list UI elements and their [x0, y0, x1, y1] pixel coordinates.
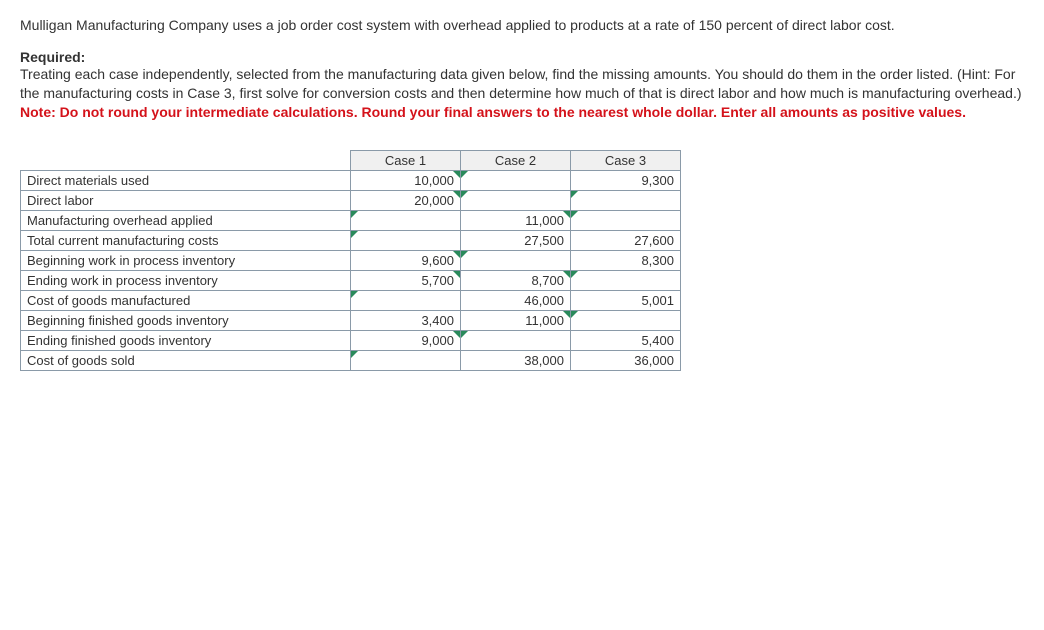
cell-input[interactable] [461, 250, 571, 270]
cell-input[interactable] [351, 230, 461, 250]
editable-marker-icon [563, 311, 570, 318]
required-section: Required: Treating each case independent… [20, 49, 1024, 122]
intro-text: Mulligan Manufacturing Company uses a jo… [20, 16, 1024, 35]
cell-value: 8,700 [531, 273, 564, 288]
editable-marker-icon [461, 251, 468, 258]
row-label: Beginning work in process inventory [21, 250, 351, 270]
cell-input[interactable]: 9,000 [351, 330, 461, 350]
cell-value: 5,001 [641, 293, 674, 308]
cell-value: 9,600 [421, 253, 454, 268]
cell-input[interactable]: 8,700 [461, 270, 571, 290]
row-label: Ending work in process inventory [21, 270, 351, 290]
cell-input[interactable]: 8,300 [571, 250, 681, 270]
table-row: Direct materials used 10,000 9,300 [21, 170, 681, 190]
header-case2: Case 2 [461, 150, 571, 170]
table-row: Ending work in process inventory 5,700 8,7… [21, 270, 681, 290]
cell-input[interactable] [461, 170, 571, 190]
editable-marker-icon [563, 271, 570, 278]
cell-input[interactable] [571, 190, 681, 210]
cell-input[interactable]: 36,000 [571, 350, 681, 370]
table-row: Cost of goods sold 38,000 36,000 [21, 350, 681, 370]
editable-marker-icon [453, 271, 460, 278]
required-body: Treating each case independently, select… [20, 65, 1024, 103]
row-label: Ending finished goods inventory [21, 330, 351, 350]
editable-marker-icon [563, 211, 570, 218]
row-label: Beginning finished goods inventory [21, 310, 351, 330]
cell-value: 10,000 [414, 173, 454, 188]
table-row: Total current manufacturing costs 27,500 2… [21, 230, 681, 250]
header-case3: Case 3 [571, 150, 681, 170]
cell-input[interactable] [461, 190, 571, 210]
editable-marker-icon [453, 171, 460, 178]
cell-input[interactable] [571, 270, 681, 290]
editable-marker-icon [351, 211, 358, 218]
cell-value: 9,300 [641, 173, 674, 188]
cost-table: Case 1 Case 2 Case 3 Direct materials us… [20, 150, 681, 371]
cell-value: 27,600 [634, 233, 674, 248]
row-label: Direct materials used [21, 170, 351, 190]
row-label: Cost of goods manufactured [21, 290, 351, 310]
cell-value: 36,000 [634, 353, 674, 368]
editable-marker-icon [351, 351, 358, 358]
cell-input[interactable]: 3,400 [351, 310, 461, 330]
cell-value: 8,300 [641, 253, 674, 268]
cell-input[interactable]: 9,300 [571, 170, 681, 190]
table-row: Beginning finished goods inventory 3,400 1… [21, 310, 681, 330]
cell-input[interactable] [461, 330, 571, 350]
cell-value: 38,000 [524, 353, 564, 368]
table-row: Cost of goods manufactured 46,000 5,001 [21, 290, 681, 310]
row-label: Total current manufacturing costs [21, 230, 351, 250]
editable-marker-icon [571, 211, 578, 218]
cell-value: 11,000 [525, 213, 564, 228]
editable-marker-icon [461, 171, 468, 178]
editable-marker-icon [461, 191, 468, 198]
cell-input[interactable]: 38,000 [461, 350, 571, 370]
cell-input[interactable]: 27,500 [461, 230, 571, 250]
editable-marker-icon [461, 331, 468, 338]
header-blank [21, 150, 351, 170]
table-row: Direct labor 20,000 [21, 190, 681, 210]
cell-input[interactable] [351, 290, 461, 310]
editable-marker-icon [453, 191, 460, 198]
cell-value: 27,500 [524, 233, 564, 248]
editable-marker-icon [453, 331, 460, 338]
table-row: Ending finished goods inventory 9,000 5,40… [21, 330, 681, 350]
cell-input[interactable]: 46,000 [461, 290, 571, 310]
editable-marker-icon [453, 251, 460, 258]
row-label: Direct labor [21, 190, 351, 210]
cell-input[interactable]: 5,400 [571, 330, 681, 350]
cell-input[interactable] [571, 310, 681, 330]
cell-input[interactable] [351, 210, 461, 230]
required-label: Required: [20, 49, 1024, 65]
cell-value: 3,400 [421, 313, 454, 328]
cell-value: 9,000 [421, 333, 454, 348]
table-row: Manufacturing overhead applied 11,000 [21, 210, 681, 230]
cell-input[interactable]: 11,000 [461, 210, 571, 230]
table-row: Beginning work in process inventory 9,600… [21, 250, 681, 270]
cell-value: 5,700 [421, 273, 454, 288]
cell-input[interactable] [571, 210, 681, 230]
header-case1: Case 1 [351, 150, 461, 170]
cell-input[interactable]: 5,001 [571, 290, 681, 310]
required-note: Note: Do not round your intermediate cal… [20, 103, 1024, 122]
cell-input[interactable]: 20,000 [351, 190, 461, 210]
cell-value: 5,400 [641, 333, 674, 348]
cell-input[interactable]: 27,600 [571, 230, 681, 250]
cell-input[interactable] [351, 350, 461, 370]
cell-input[interactable]: 11,000 [461, 310, 571, 330]
editable-marker-icon [351, 291, 358, 298]
cell-input[interactable]: 10,000 [351, 170, 461, 190]
row-label: Cost of goods sold [21, 350, 351, 370]
editable-marker-icon [351, 231, 358, 238]
row-label: Manufacturing overhead applied [21, 210, 351, 230]
editable-marker-icon [571, 311, 578, 318]
editable-marker-icon [571, 271, 578, 278]
cell-value: 11,000 [525, 313, 564, 328]
cell-input[interactable]: 9,600 [351, 250, 461, 270]
editable-marker-icon [571, 191, 578, 198]
cell-input[interactable]: 5,700 [351, 270, 461, 290]
cell-value: 20,000 [414, 193, 454, 208]
cell-value: 46,000 [524, 293, 564, 308]
